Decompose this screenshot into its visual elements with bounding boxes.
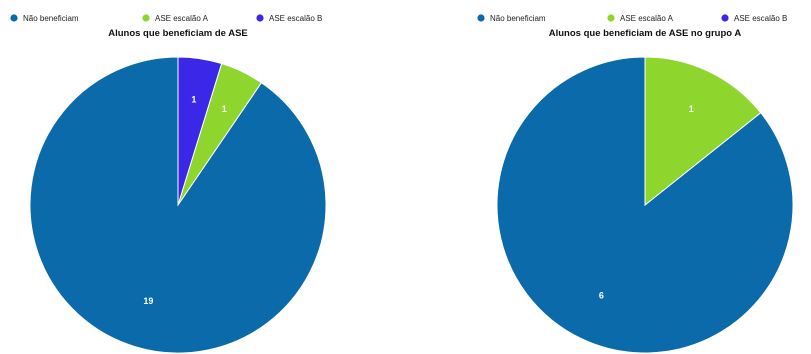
chart-2-legend: Não beneficiam ASE escalão A ASE escalão B (477, 14, 787, 23)
legend-item: Não beneficiam (10, 14, 79, 23)
pie-chart-all-students: Não beneficiam ASE escalão A ASE escalão B… (10, 14, 327, 354)
legend-label: ASE escalão B (734, 14, 787, 23)
slice-value-label: 19 (143, 296, 153, 306)
chart-1-legend: Não beneficiam ASE escalão A ASE escalão B (10, 14, 322, 23)
legend-label: ASE escalão B (269, 14, 322, 23)
slice-value-label: 1 (689, 104, 694, 114)
legend-swatch (607, 14, 615, 22)
slice-value-label: 1 (222, 104, 227, 114)
slice-value-label: 1 (191, 95, 196, 105)
chart-2-slices: 61 (496, 56, 794, 354)
pie-chart-group-a: Não beneficiam ASE escalão A ASE escalão B… (477, 14, 794, 354)
legend-label: ASE escalão A (155, 14, 209, 23)
legend-item: ASE escalão B (256, 14, 322, 23)
legend-swatch (256, 14, 264, 22)
legend-swatch (477, 14, 485, 22)
pie-slice (644, 56, 762, 207)
chart-2-title: Alunos que beneficiam de ASE no grupo A (549, 28, 742, 39)
legend-swatch (142, 14, 150, 22)
legend-label: Não beneficiam (23, 14, 79, 23)
legend-label: Não beneficiam (490, 14, 546, 23)
legend-item: Não beneficiam (477, 14, 546, 23)
pie-slice (177, 56, 223, 206)
legend-label: ASE escalão A (620, 14, 674, 23)
legend-item: ASE escalão A (607, 14, 674, 23)
legend-item: ASE escalão A (142, 14, 209, 23)
legend-item: ASE escalão B (721, 14, 787, 23)
legend-swatch (721, 14, 729, 22)
legend-swatch (10, 14, 18, 22)
slice-value-label: 6 (599, 291, 604, 301)
chart-1-title: Alunos que beneficiam de ASE (108, 28, 248, 39)
